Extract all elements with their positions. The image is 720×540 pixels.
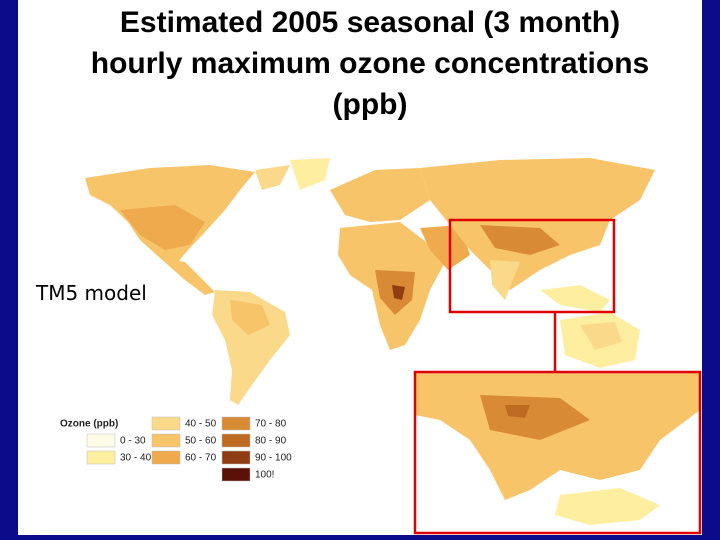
legend: Ozone (ppb) 0 - 30 30 - 40 40 - 50 50 - 60 6… — [60, 416, 292, 482]
legend-label: 90 - 100 — [255, 453, 292, 464]
title-line: (ppb) — [333, 88, 408, 121]
legend-swatch — [221, 416, 251, 431]
legend-label: 60 - 70 — [185, 453, 217, 464]
legend-label: 30 - 40 — [120, 453, 152, 464]
legend-label: 80 - 90 — [255, 436, 287, 447]
legend-swatch — [151, 450, 181, 465]
title-line: hourly maximum ozone concentrations — [91, 47, 649, 80]
inset-land — [555, 488, 660, 525]
inset-frame — [413, 370, 702, 535]
world-map — [85, 158, 655, 405]
inset-map — [413, 370, 702, 535]
legend-label: 0 - 30 — [120, 436, 146, 447]
legend-label: 50 - 60 — [185, 436, 217, 447]
legend-label: 100! — [255, 470, 274, 481]
inset-land — [505, 405, 530, 418]
legend-swatch — [151, 416, 181, 431]
region-box — [448, 218, 616, 314]
title-line: Estimated 2005 seasonal (3 month) — [120, 6, 620, 39]
legend-swatch — [86, 450, 116, 465]
legend-label: 70 - 80 — [255, 419, 287, 430]
legend-swatch — [221, 467, 251, 482]
legend-swatch — [221, 450, 251, 465]
model-label: TM5 model — [35, 281, 147, 305]
legend-label: 40 - 50 — [185, 419, 217, 430]
legend-swatch — [86, 433, 116, 448]
legend-swatch — [151, 433, 181, 448]
legend-swatch — [221, 433, 251, 448]
legend-title: Ozone (ppb) — [60, 419, 118, 430]
